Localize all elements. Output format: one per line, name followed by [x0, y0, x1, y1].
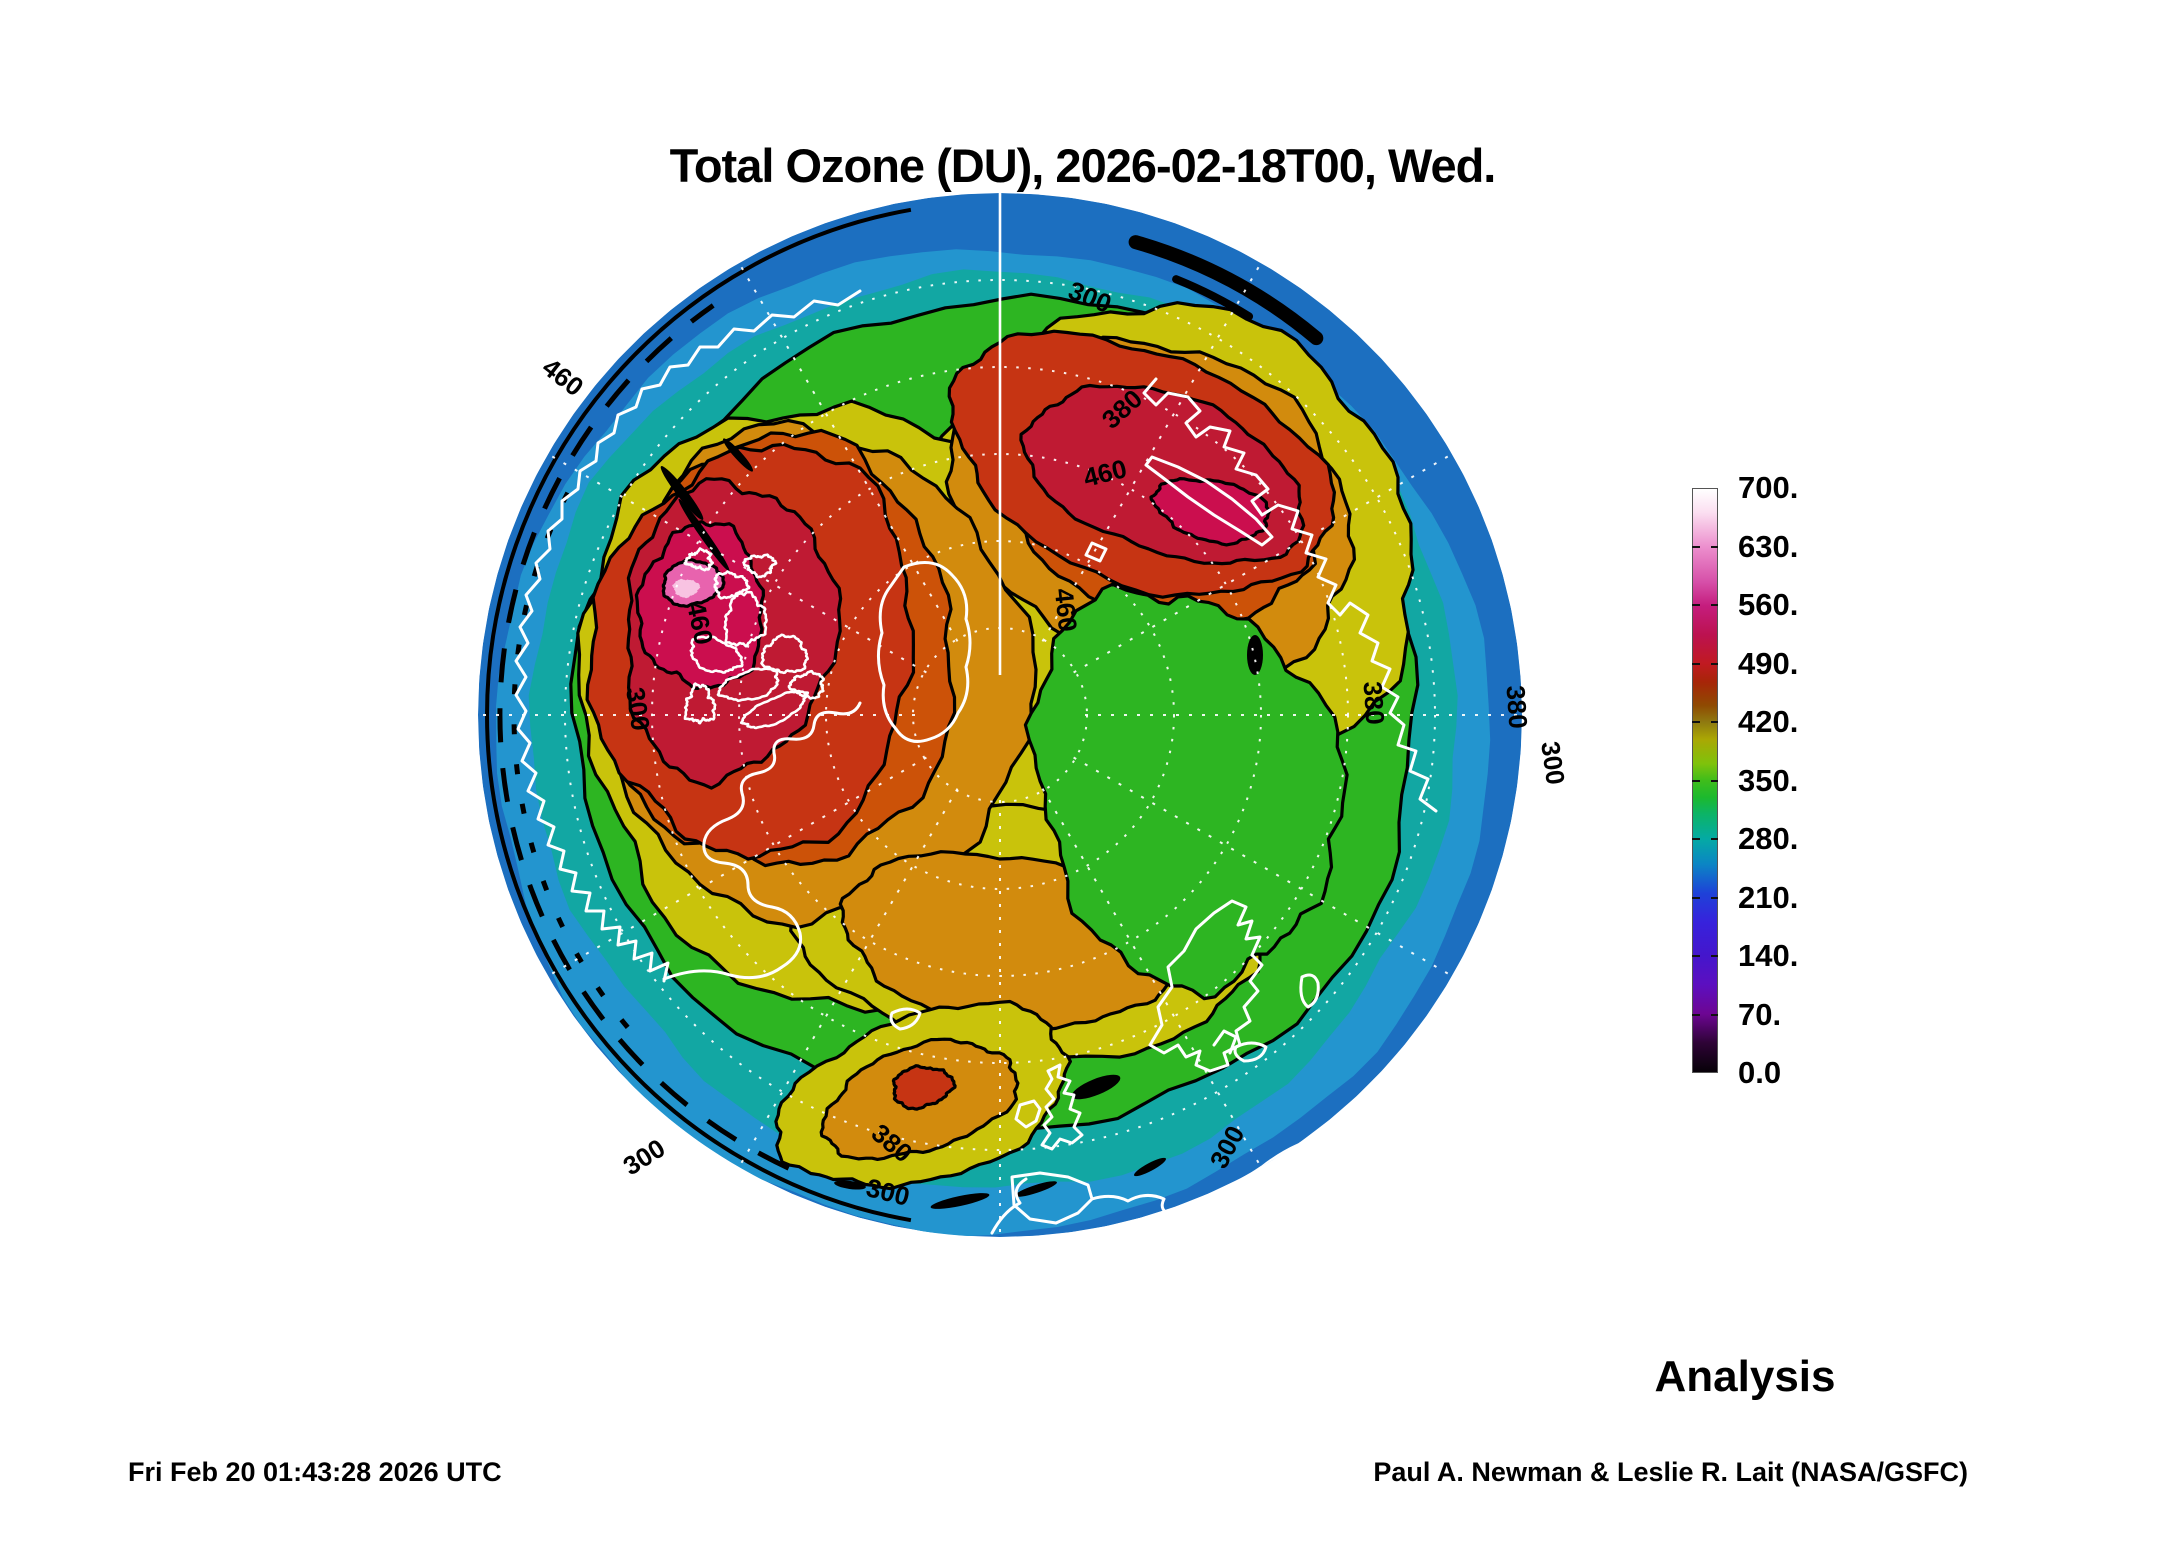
- colorbar-tick-mark: [1711, 604, 1718, 606]
- colorbar-tick-mark: [1711, 779, 1718, 782]
- colorbar: 700. 630. 560. 490. 420. 350. 280. 210. 140. 70. 0…: [1692, 471, 1992, 1090]
- colorbar-tick-label: 280.: [1738, 821, 1799, 856]
- svg-text:460: 460: [1049, 587, 1083, 633]
- colorbar-tick-mark: [1692, 604, 1700, 606]
- ozone-field: [478, 193, 1522, 1237]
- colorbar-tick-mark: [1692, 955, 1700, 957]
- colorbar-tick-label: 490.: [1738, 645, 1799, 681]
- colorbar-tick-label: 140.: [1738, 938, 1799, 973]
- colorbar-tick-mark: [1711, 662, 1718, 665]
- graticule-lines: [482, 193, 1518, 1233]
- svg-text:300: 300: [620, 685, 656, 732]
- colorbar-tick-mark: [1711, 838, 1718, 840]
- svg-text:300: 300: [618, 1133, 671, 1181]
- svg-text:380: 380: [1358, 680, 1391, 725]
- colorbar-tick-mark: [1692, 896, 1700, 899]
- colorbar-tick-mark: [1692, 662, 1700, 665]
- colorbar-tick-mark: [1692, 838, 1700, 840]
- svg-text:300: 300: [1535, 739, 1571, 786]
- colorbar-tick-mark: [1711, 545, 1718, 548]
- colorbar-tick-mark: [1692, 1013, 1700, 1016]
- coastlines: [514, 289, 1438, 1235]
- analysis-label: Analysis: [1654, 1352, 1836, 1401]
- colorbar-tick-label: 350.: [1738, 762, 1799, 798]
- colorbar-tick-mark: [1692, 721, 1700, 723]
- colorbar-tick-label: 70.: [1738, 996, 1782, 1032]
- credit-label: Paul A. Newman & Leslie R. Lait (NASA/GS…: [1373, 1457, 1968, 1487]
- plot-title: Total Ozone (DU), 2026-02-18T00, Wed.: [669, 139, 1497, 192]
- colorbar-tick-mark: [1711, 896, 1718, 899]
- colorbar-tick-mark: [1692, 545, 1700, 548]
- colorbar-tick-mark: [1711, 721, 1718, 723]
- colorbar-tick-mark: [1711, 1013, 1718, 1016]
- colorbar-tick-mark: [1711, 955, 1718, 957]
- svg-text:460: 460: [537, 352, 590, 402]
- colorbar-tick-label: 630.: [1738, 528, 1799, 564]
- colorbar-tick-mark: [1692, 779, 1700, 782]
- colorbar-tick-label: 210.: [1738, 879, 1799, 915]
- svg-text:380: 380: [1501, 684, 1534, 729]
- timestamp-label: Fri Feb 20 01:43:28 2026 UTC: [128, 1457, 502, 1487]
- colorbar-tick-label: 0.0: [1738, 1055, 1782, 1090]
- colorbar-tick-label: 700.: [1738, 470, 1799, 505]
- colorbar-tick-label: 420.: [1738, 704, 1799, 739]
- colorbar-tick-label: 560.: [1738, 587, 1799, 622]
